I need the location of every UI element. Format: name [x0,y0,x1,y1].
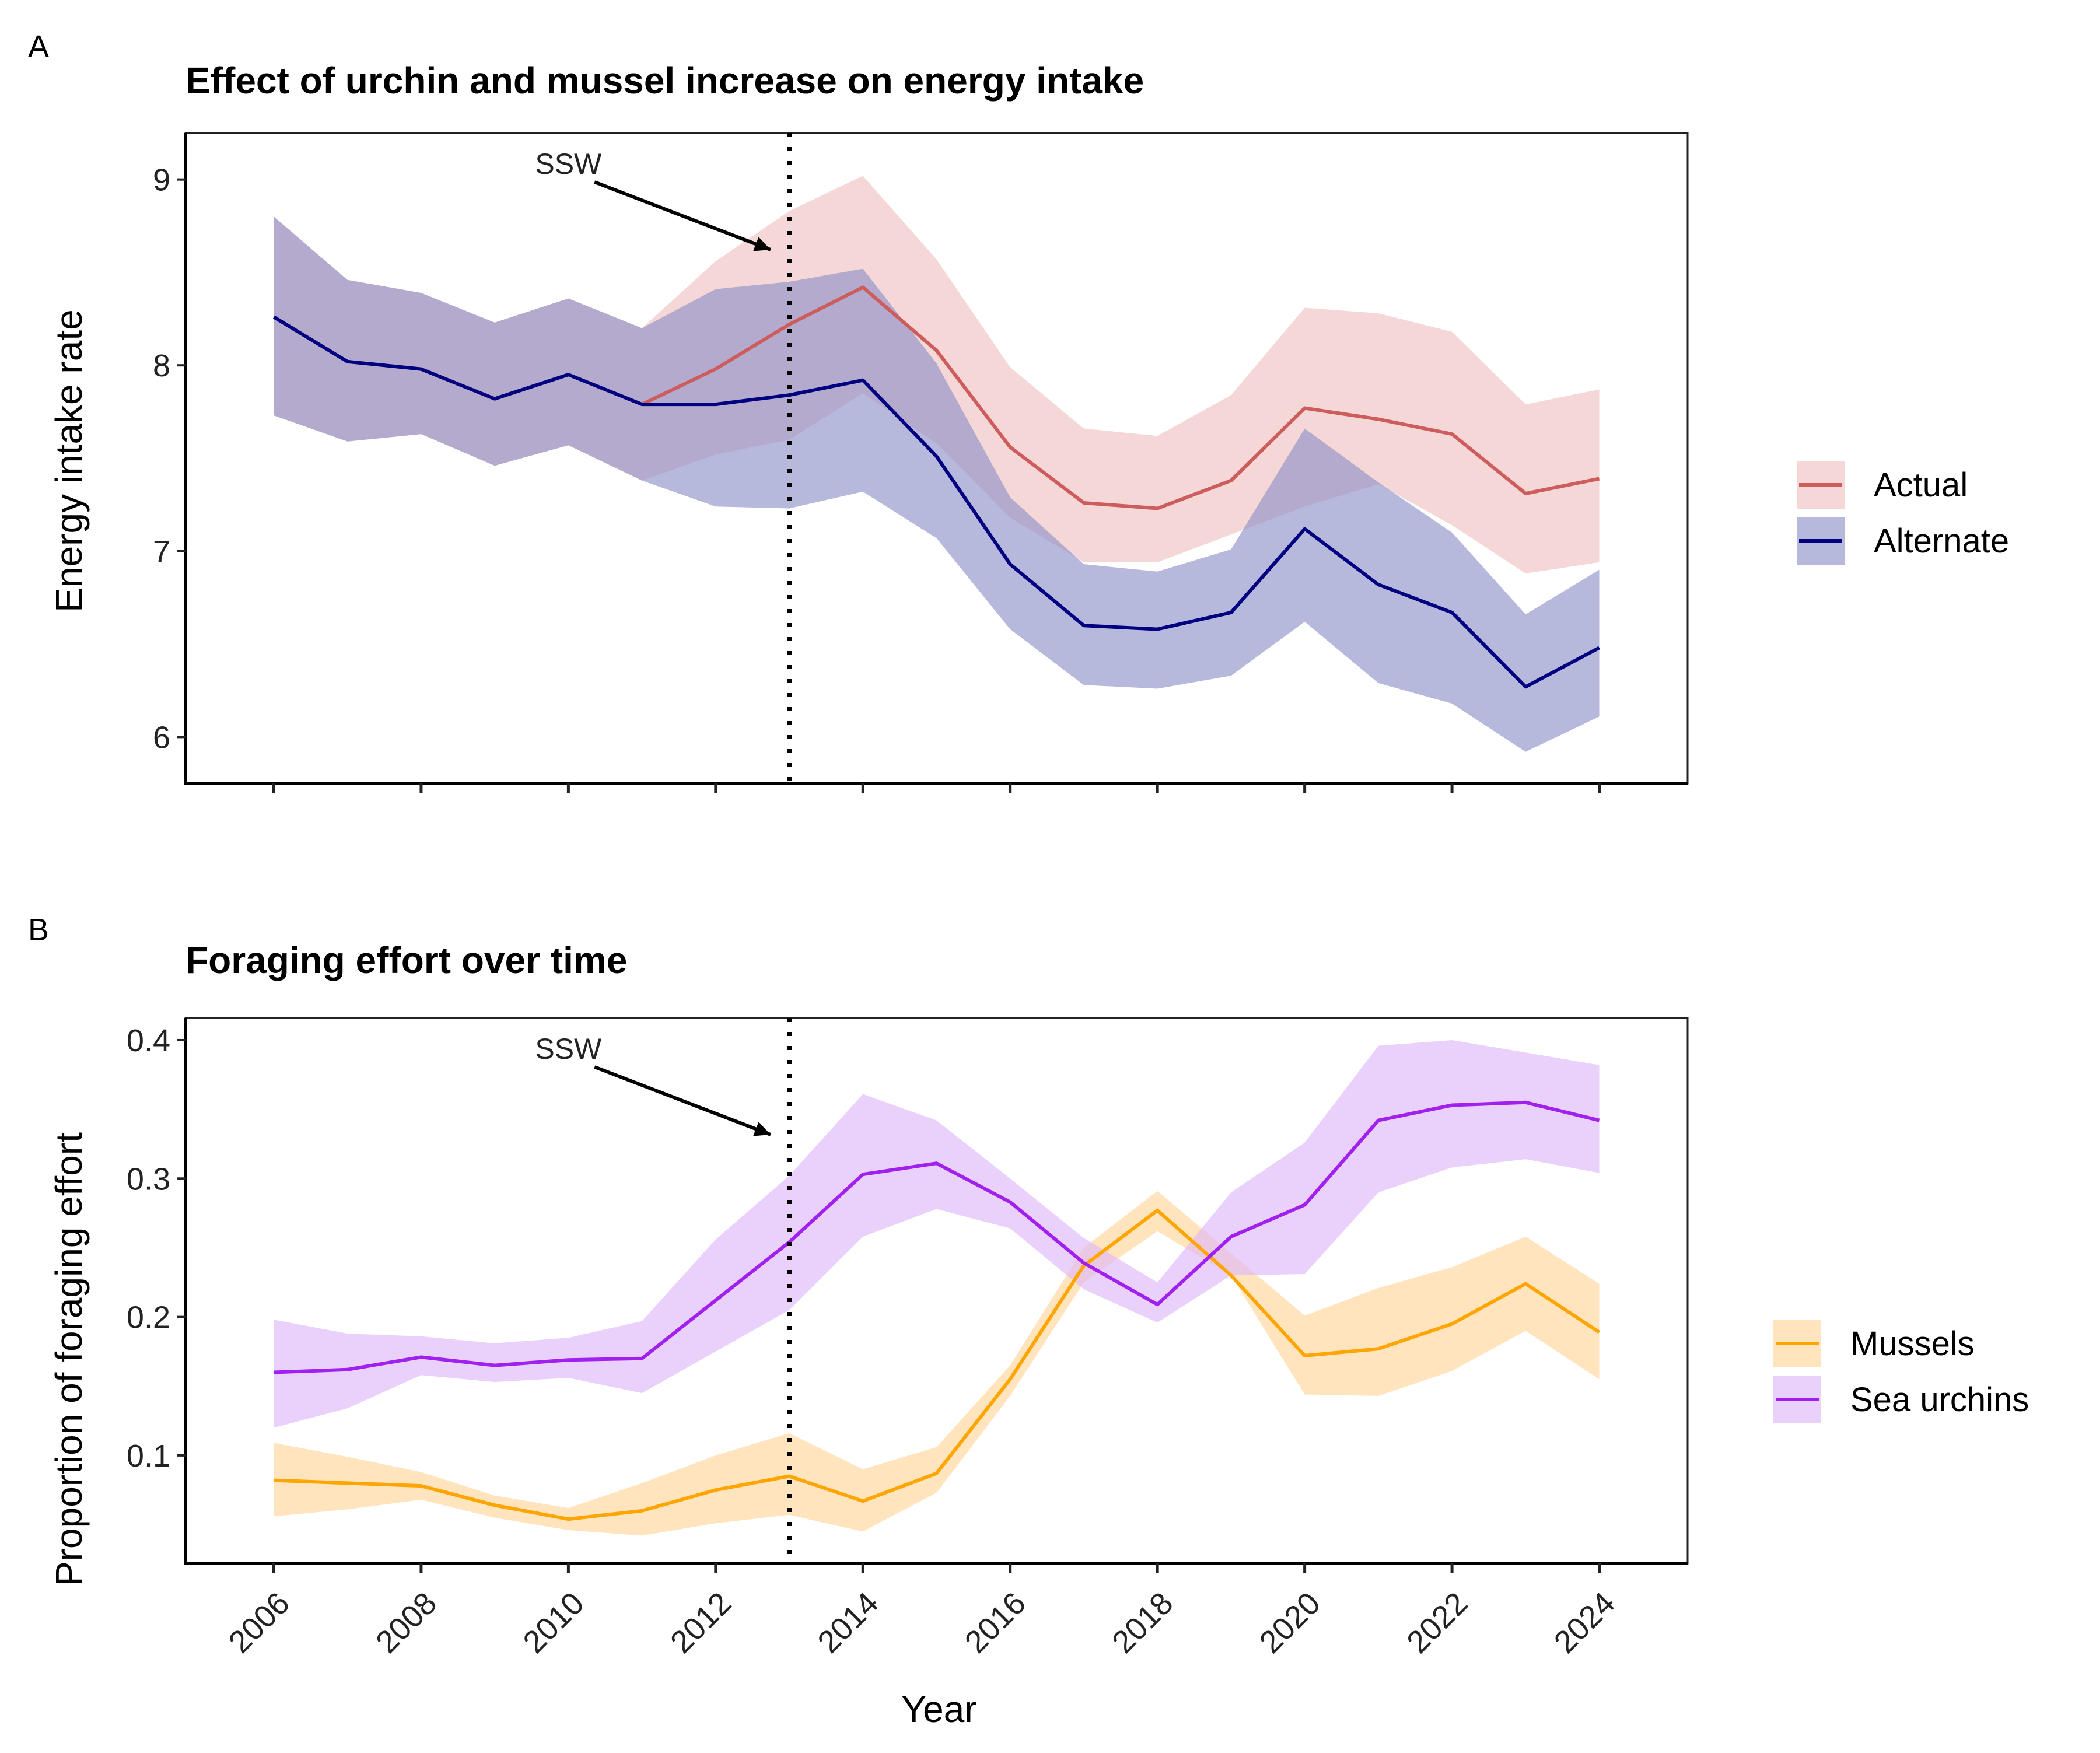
panel-a-ylabel: Energy intake rate [48,309,90,612]
x-tick-label: 2006 [222,1586,296,1660]
panel-a-plot-area: SSW 6 7 8 9 [153,132,1689,793]
line-sea-urchins [274,1100,1600,1374]
legend-label-sea-urchins: Sea urchins [1850,1381,2029,1419]
ssw-arrow-head [753,237,771,251]
x-tick-label: 2022 [1400,1586,1474,1660]
y-tick-label: 8 [153,348,170,383]
x-tick-label: 2014 [811,1586,885,1660]
panel-b: B Foraging effort over time Proportion o… [28,912,2029,1730]
panel-b-legend: Mussels Sea urchins [1773,1320,2029,1423]
line-alternate [272,315,1600,689]
ribbon-sea-urchins [274,1040,1600,1428]
ssw-arrow [594,1065,772,1136]
ssw-arrow-head [753,1122,771,1136]
panel-b-label: B [28,912,49,947]
panel-a-legend: Actual Alternate [1797,461,2009,565]
y-tick-label: 9 [153,163,170,198]
ssw-annotation: SSW [535,1033,602,1065]
panel-b-title: Foraging effort over time [186,939,627,981]
x-tick-label: 2012 [664,1586,738,1660]
panel-b-plot-area: SSW 0.1 0.2 0.3 0.4 2006 2008 2010 2012 2014 2016 2… [127,1017,1689,1660]
line-mussels [274,1208,1601,1521]
panel-a-label: A [28,29,49,64]
x-tick-label: 2018 [1105,1586,1180,1660]
panel-b-ylabel: Proportion of foraging effort [48,1132,90,1586]
y-tick-label: 0.1 [127,1439,170,1474]
y-tick-label: 0.2 [127,1300,170,1335]
legend-label-alternate: Alternate [1874,522,2009,560]
y-tick-label: 0.4 [127,1023,170,1058]
x-tick-label: 2020 [1253,1586,1327,1660]
x-tick-label: 2016 [958,1586,1032,1660]
ribbon-alternate [274,216,1600,752]
legend-label-mussels: Mussels [1850,1325,1975,1363]
y-tick-label: 7 [153,534,170,569]
y-tick-label: 0.3 [127,1161,170,1196]
ssw-annotation: SSW [535,148,602,180]
x-tick-label: 2010 [516,1586,590,1660]
legend-label-actual: Actual [1874,466,1968,504]
panel-a-title: Effect of urchin and mussel increase on … [186,60,1144,102]
x-tick-label: 2008 [369,1586,443,1660]
y-tick-label: 6 [153,720,170,755]
panel-a: A Effect of urchin and mussel increase o… [28,29,2009,793]
ribbon-mussels [274,1191,1600,1536]
ssw-arrow [594,180,772,251]
x-tick-label: 2024 [1548,1586,1622,1660]
x-axis-title: Year [901,1688,977,1730]
